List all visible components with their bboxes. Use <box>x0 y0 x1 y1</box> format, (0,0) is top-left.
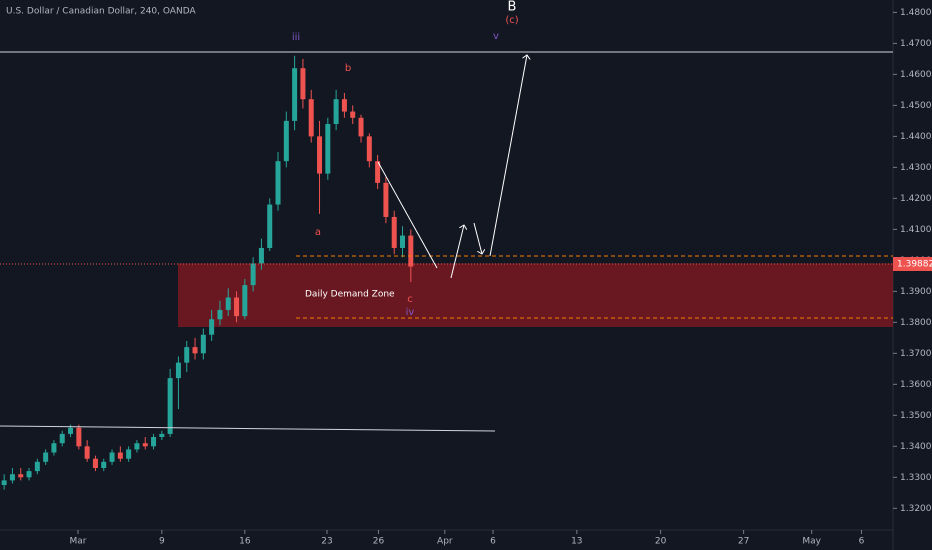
x-tick-label: 16 <box>239 537 251 547</box>
candle-body <box>192 347 198 354</box>
wave-label: b <box>345 63 351 74</box>
candle-body <box>275 161 281 205</box>
candle-body <box>175 362 181 379</box>
candle-body <box>308 99 314 137</box>
x-tick-label: 26 <box>373 537 385 547</box>
candle-body <box>258 247 264 264</box>
x-tick-label: Apr <box>437 537 453 547</box>
candle-body <box>9 474 15 481</box>
candle-body <box>34 461 40 472</box>
candle-body <box>26 471 32 478</box>
y-tick-label: 1.46000 <box>900 70 932 80</box>
demand-zone <box>178 263 893 327</box>
y-tick-label: 1.38000 <box>900 318 932 328</box>
trend-line <box>377 161 438 269</box>
x-tick-label: Mar <box>70 537 87 547</box>
candle-body <box>18 474 24 478</box>
wave-label: B <box>508 0 517 15</box>
y-tick-label: 1.45000 <box>900 101 932 111</box>
current-price-box <box>893 257 932 272</box>
candle-body <box>209 319 215 335</box>
y-tick-label: 1.36000 <box>900 380 932 390</box>
current-price-label: 1.39882 <box>897 260 932 270</box>
candle-body <box>325 123 331 174</box>
y-tick-label: 1.42000 <box>900 194 932 204</box>
candle-body <box>366 136 372 162</box>
candle-body <box>217 309 223 320</box>
y-tick-label: 1.35000 <box>900 411 932 421</box>
candle-body <box>200 334 206 354</box>
candle-body <box>267 204 273 248</box>
candle-body <box>333 99 339 124</box>
y-tick-label: 1.48000 <box>900 8 932 18</box>
candle-body <box>250 263 256 286</box>
candle-body <box>51 443 57 453</box>
x-tick-label: 9 <box>159 537 165 547</box>
candle-body <box>76 427 82 447</box>
y-tick-label: 1.43000 <box>900 163 932 173</box>
y-tick-label: 1.34000 <box>900 442 932 452</box>
y-tick-label: 1.32000 <box>900 504 932 514</box>
candle-body <box>68 427 74 434</box>
arrow <box>489 55 527 257</box>
wave-label: iii <box>292 32 300 43</box>
candle-body <box>151 437 157 447</box>
y-tick-label: 1.37000 <box>900 349 932 359</box>
candle-body <box>375 161 381 183</box>
candle-body <box>134 443 140 450</box>
candle-body <box>292 68 298 121</box>
candle-body <box>317 136 323 174</box>
candle-body <box>400 235 406 248</box>
candle-body <box>242 285 248 317</box>
candle-body <box>101 461 107 469</box>
x-tick-label: 27 <box>738 537 749 547</box>
candle-body <box>117 452 123 459</box>
candle-body <box>234 297 240 317</box>
zone-label: Daily Demand Zone <box>305 290 395 300</box>
candle-body <box>167 378 173 434</box>
candle-body <box>126 449 132 459</box>
candle-body <box>1 480 7 486</box>
y-tick-label: 1.39000 <box>900 287 932 297</box>
candle-body <box>341 99 347 112</box>
candle-body <box>109 452 115 462</box>
candle-body <box>184 347 190 363</box>
y-tick-label: 1.47000 <box>900 39 932 49</box>
wave-label: a <box>315 227 321 238</box>
wave-label: iv <box>406 307 415 318</box>
y-tick-label: 1.33000 <box>900 473 932 483</box>
candle-body <box>358 117 364 137</box>
y-tick-label: 1.41000 <box>900 225 932 235</box>
chart-title: U.S. Dollar / Canadian Dollar, 240, OAND… <box>6 7 196 17</box>
candle-body <box>383 182 389 217</box>
arrow <box>450 225 464 279</box>
wave-label: (c) <box>505 15 518 26</box>
wave-label: v <box>493 31 499 42</box>
x-tick-label: 13 <box>571 537 582 547</box>
candle-body <box>391 216 397 248</box>
candle-body <box>408 235 414 267</box>
candle-body <box>142 443 148 447</box>
x-tick-label: 6 <box>859 537 865 547</box>
candle-body <box>92 458 98 469</box>
candle-body <box>43 452 49 462</box>
y-tick-label: 1.44000 <box>900 132 932 142</box>
x-tick-label: 20 <box>655 537 667 547</box>
candle-body <box>84 446 90 459</box>
candle-body <box>159 433 165 438</box>
candle-body <box>350 111 356 118</box>
wave-label: c <box>407 294 413 305</box>
candle-body <box>300 68 306 100</box>
x-tick-label: 6 <box>490 537 496 547</box>
x-tick-label: May <box>802 537 821 547</box>
candle-body <box>283 120 289 162</box>
x-tick-label: 23 <box>321 537 332 547</box>
candle-body <box>59 433 65 444</box>
support-line <box>0 425 496 432</box>
candle-body <box>225 297 231 310</box>
arrow <box>473 222 482 254</box>
